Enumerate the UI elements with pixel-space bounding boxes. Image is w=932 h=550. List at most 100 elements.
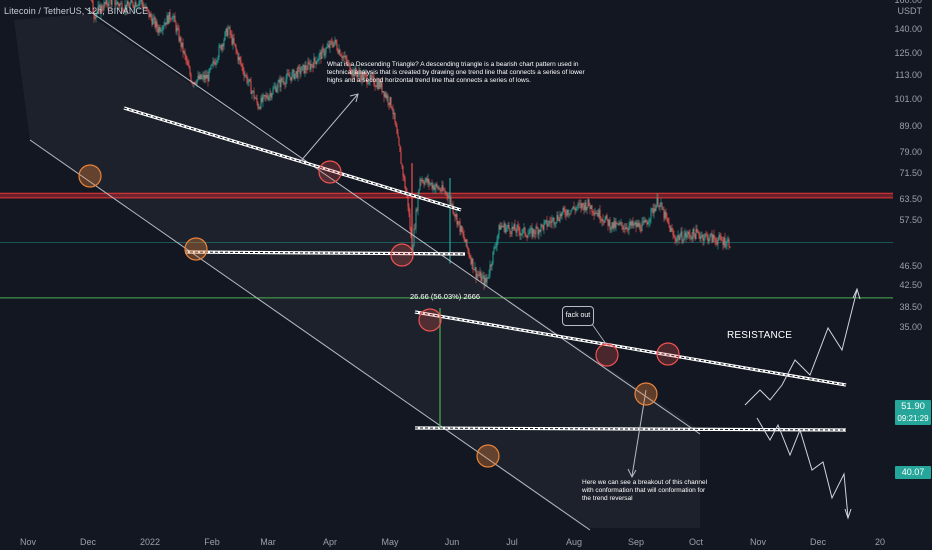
candle-body xyxy=(561,212,563,217)
candle-body xyxy=(141,0,143,4)
candle-body xyxy=(231,34,233,45)
candle-body xyxy=(271,93,273,98)
candle-body xyxy=(718,234,720,240)
price-tick-label: 35.00 xyxy=(899,322,922,332)
price-tick-label: 63.50 xyxy=(899,193,922,204)
candle-body xyxy=(184,51,186,56)
candle-body xyxy=(409,213,411,229)
candle-body xyxy=(630,221,632,226)
candle-body xyxy=(460,226,462,232)
candle-body xyxy=(223,40,225,47)
candle-body xyxy=(514,224,516,231)
candle-body xyxy=(128,5,130,8)
candle-body xyxy=(208,69,210,82)
candle-body xyxy=(197,75,199,80)
candle-body xyxy=(144,7,146,9)
candle-body xyxy=(504,223,506,233)
candle-body xyxy=(442,185,444,191)
candle-body xyxy=(213,61,215,63)
candle-body xyxy=(454,214,456,217)
candle-body xyxy=(405,187,407,192)
candle-body xyxy=(674,236,676,240)
candle-body xyxy=(320,52,322,59)
candle-body xyxy=(251,91,253,94)
candle-body xyxy=(478,274,480,276)
candle-body xyxy=(539,229,541,232)
candle-body xyxy=(499,225,501,230)
candle-body xyxy=(543,222,545,230)
candle-body xyxy=(431,183,433,189)
candle-body xyxy=(202,75,204,77)
candle-body xyxy=(588,199,590,206)
candle-body xyxy=(282,81,284,82)
candle-body xyxy=(634,222,636,225)
candle-body xyxy=(661,202,663,210)
candle-body xyxy=(355,68,357,74)
candle-body xyxy=(211,64,213,66)
candle-body xyxy=(494,247,496,248)
candle-body xyxy=(538,229,540,235)
candle-body xyxy=(583,205,585,211)
candle-body xyxy=(669,225,671,232)
candle-body xyxy=(603,221,605,223)
candle-body xyxy=(580,203,582,209)
candle-body xyxy=(660,202,662,205)
candle-body xyxy=(614,220,616,228)
candle-body xyxy=(151,17,153,25)
candle-body xyxy=(710,233,712,235)
note-arrow-head xyxy=(349,93,359,103)
candle-body xyxy=(708,239,710,242)
candle-body xyxy=(526,236,528,238)
candle-body xyxy=(573,206,575,209)
candle-body xyxy=(366,75,368,84)
candle-body xyxy=(523,227,525,229)
candle-body xyxy=(670,228,672,232)
candle-body xyxy=(270,93,272,98)
candle-body xyxy=(383,91,385,97)
candle-body xyxy=(142,3,144,8)
candle-body xyxy=(258,107,260,109)
candle-body xyxy=(468,250,470,256)
candle-body xyxy=(461,226,463,232)
candle-body xyxy=(304,65,306,74)
candle-body xyxy=(374,85,376,87)
candle-body xyxy=(518,226,520,232)
triangle-lower-line-dash xyxy=(184,251,466,255)
candle-body xyxy=(424,180,426,185)
candle-body xyxy=(378,81,380,89)
candle-body xyxy=(289,76,291,78)
candle-body xyxy=(459,221,461,232)
last-price-tag: 51.90 09:21:29 xyxy=(895,400,931,425)
candle-body xyxy=(532,229,534,237)
candle-body xyxy=(525,235,527,237)
candle-body xyxy=(293,69,295,79)
candle-body xyxy=(441,185,443,192)
candle-body xyxy=(354,68,356,77)
candle-body xyxy=(329,41,331,48)
candle-body xyxy=(277,82,279,89)
candle-body xyxy=(508,224,510,229)
candle-body xyxy=(264,95,266,97)
candle-body xyxy=(503,223,505,228)
candle-body xyxy=(433,185,435,190)
candle-body xyxy=(123,10,125,12)
candle-body xyxy=(621,222,623,226)
candle-body xyxy=(280,78,282,88)
time-tick-label: Apr xyxy=(322,537,338,547)
candle-body xyxy=(464,239,466,243)
candle-body xyxy=(245,75,247,76)
candle-body xyxy=(482,275,484,277)
candle-body xyxy=(626,227,628,230)
candle-body xyxy=(342,56,344,59)
bullish-projection-head xyxy=(852,287,861,300)
candle-body xyxy=(204,74,206,80)
candle-body xyxy=(726,241,728,246)
candle-body xyxy=(579,203,581,205)
candle-body xyxy=(475,267,477,278)
candle-body xyxy=(391,107,393,110)
candle-body xyxy=(411,236,413,255)
candle-body xyxy=(116,1,118,5)
candle-body xyxy=(220,45,222,50)
candle-body xyxy=(437,186,439,190)
